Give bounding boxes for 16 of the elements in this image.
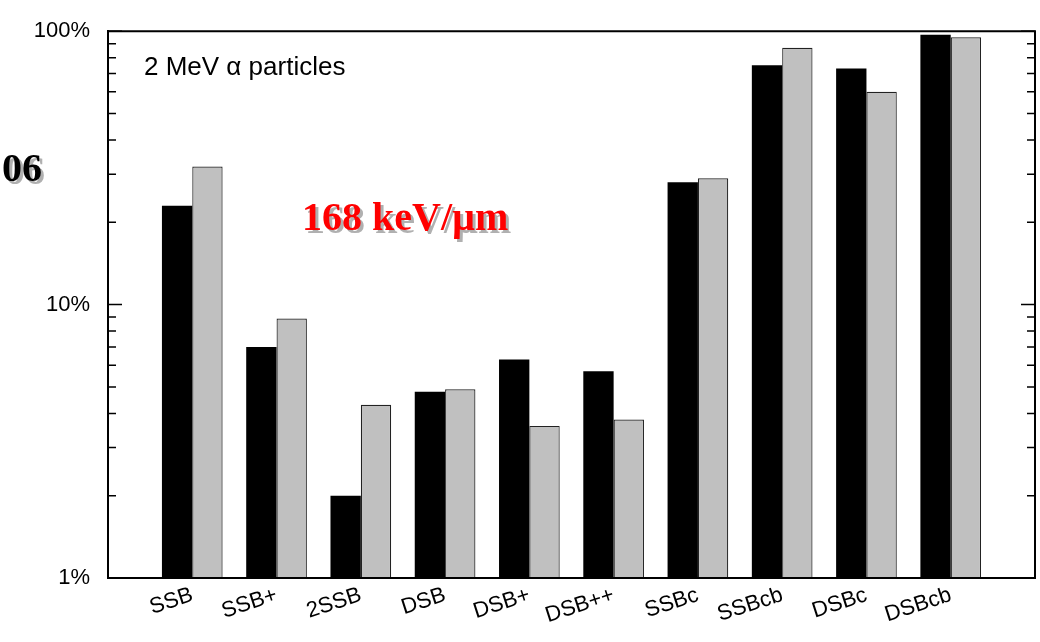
x-tick-label: DSB++ xyxy=(541,581,618,627)
x-tick-label: 2SSB xyxy=(303,581,365,623)
annotation: 2 MeV α particles xyxy=(144,51,346,81)
x-tick-label: SSBcb xyxy=(713,581,786,626)
x-tick-label: DSBcb xyxy=(881,581,955,627)
annotation: 168 keV/µm xyxy=(305,197,512,242)
x-tick-label: DSBc xyxy=(808,581,870,623)
y-tick-label: 1% xyxy=(58,564,90,590)
x-tick-label: SSBc xyxy=(641,581,702,623)
x-tick-label: SSB xyxy=(146,581,196,619)
x-tick-label: DSB+ xyxy=(469,581,533,624)
y-tick-label: 10% xyxy=(45,290,90,316)
y-tick-label: 100% xyxy=(33,17,90,43)
x-tick-label: DSB xyxy=(397,581,449,620)
text: 06 xyxy=(5,148,45,193)
x-tick-label: SSB+ xyxy=(218,581,280,623)
